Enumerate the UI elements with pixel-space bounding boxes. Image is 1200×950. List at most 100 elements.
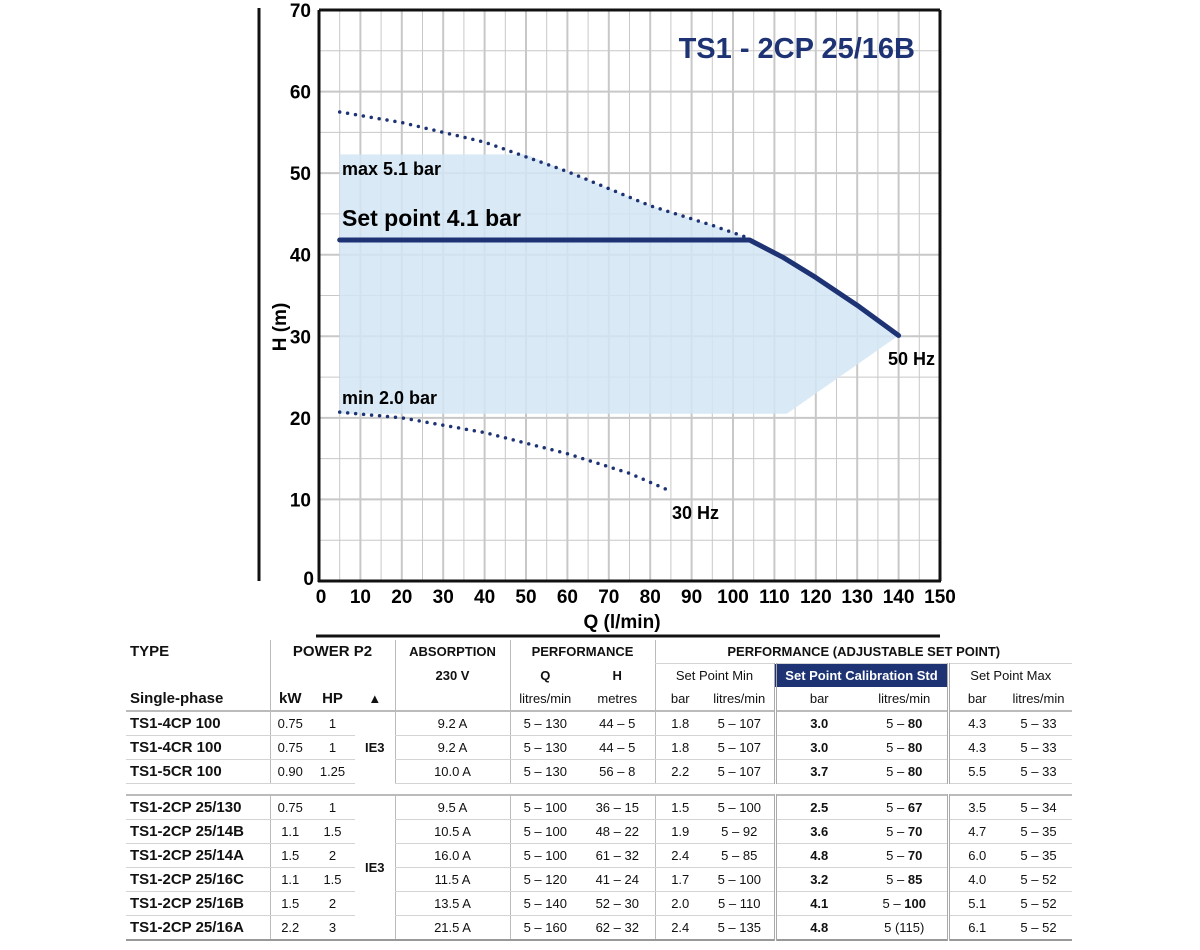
sp-max-bar: 5.5 [946, 759, 1005, 784]
head-range: 48 – 22 [580, 819, 655, 844]
series-set-point-4-1-bar [337, 237, 902, 338]
sp-max-bar: 4.3 [946, 735, 1005, 760]
absorption: 16.0 A [394, 843, 510, 868]
head-range: 41 – 24 [580, 867, 655, 892]
sp-max-bar: 6.0 [946, 843, 1005, 868]
sp-std-lpm: 5 – 70 [862, 843, 948, 868]
header-kw: kW [269, 687, 310, 712]
sp-std-lpm-max: 80 [907, 716, 923, 731]
header-min-lpm: litres/min [705, 687, 775, 712]
header-h: H [612, 667, 622, 683]
sp-max-lpm: 5 – 52 [1005, 915, 1072, 941]
sp-max-lpm: 5 – 33 [1005, 711, 1072, 736]
x-tick-label: 90 [681, 587, 702, 608]
power-kw: 0.75 [269, 735, 310, 760]
header-std-lpm: litres/min [862, 687, 948, 712]
x-tick-label: 130 [841, 587, 873, 608]
x-tick-label: 70 [598, 587, 619, 608]
absorption: 11.5 A [394, 867, 510, 892]
sp-std-bar: 3.0 [773, 735, 862, 760]
flow-range: 5 – 140 [509, 891, 580, 916]
flow-range: 5 – 130 [509, 711, 580, 736]
sp-max-bar: 5.1 [946, 891, 1005, 916]
x-axis-label: Q (l/min) [583, 612, 660, 633]
x-tick-label: 50 [515, 587, 536, 608]
sp-min-lpm: 5 – 110 [705, 891, 775, 916]
y-tick-label: 70 [290, 1, 311, 22]
flow-range: 5 – 120 [509, 867, 580, 892]
power-kw: 2.2 [269, 915, 310, 941]
sp-min-lpm: 5 – 135 [705, 915, 775, 941]
power-hp: 1 [310, 795, 355, 820]
y-tick-label: 50 [290, 164, 311, 185]
sp-max-lpm: 5 – 34 [1005, 795, 1072, 820]
chart-title: TS1 - 2CP 25/16B [679, 33, 915, 65]
sp-min-bar: 1.5 [654, 795, 705, 820]
header-std-bar: bar [773, 687, 862, 712]
curves [337, 110, 902, 494]
sp-max-lpm: 5 – 33 [1005, 735, 1072, 760]
x-tick-label: 120 [800, 587, 832, 608]
y-tick-label: 30 [290, 327, 311, 348]
sp-std-bar: 3.2 [773, 867, 862, 892]
power-hp: 1 [310, 735, 355, 760]
pump-curve-chart: 0 10 20 30 40 50 60 70 80 90 100 110 120 130 140 150 0 10… [257, 1, 956, 638]
sp-max-bar: 6.1 [946, 915, 1005, 941]
head-range: 62 – 32 [580, 915, 655, 941]
flow-range: 5 – 100 [509, 819, 580, 844]
header-adjustable: PERFORMANCE (ADJUSTABLE SET POINT) [654, 640, 1072, 664]
header-sp-min: Set Point Min [654, 663, 775, 687]
x-tick-label: 10 [350, 587, 371, 608]
header-q-unit: litres/min [509, 687, 580, 712]
power-kw: 1.1 [269, 867, 310, 892]
sp-min-lpm: 5 – 92 [705, 819, 775, 844]
x-tick-label: 150 [924, 587, 956, 608]
x-tick-label: 140 [883, 587, 915, 608]
header-min-bar: bar [654, 687, 705, 712]
header-sp-max: Set Point Max [946, 663, 1072, 687]
sp-std-lpm: 5 – 80 [862, 711, 948, 736]
absorption: 10.0 A [394, 759, 510, 784]
x-tick-label: 20 [391, 587, 412, 608]
blank [394, 687, 510, 712]
header-type: TYPE [130, 643, 170, 661]
sp-min-lpm: 5 – 100 [705, 795, 775, 820]
power-kw: 1.5 [269, 843, 310, 868]
absorption: 21.5 A [394, 915, 510, 941]
sp-std-lpm: 5 – 80 [862, 759, 948, 784]
header-single-phase: Single-phase [126, 687, 270, 712]
model-type: TS1-4CR 100 [126, 735, 270, 760]
power-hp: 2 [310, 891, 355, 916]
sp-max-lpm: 5 – 52 [1005, 867, 1072, 892]
header-voltage: 230 V [394, 663, 510, 687]
sp-min-lpm: 5 – 100 [705, 867, 775, 892]
x-tick-label: 100 [717, 587, 749, 608]
header-absorption: ABSORPTION [394, 640, 510, 664]
sp-min-bar: 1.9 [654, 819, 705, 844]
sp-std-lpm-max: 80 [907, 764, 923, 779]
sp-min-bar: 2.2 [654, 759, 705, 784]
model-type: TS1-4CP 100 [126, 711, 270, 736]
sp-std-lpm-max: 70 [907, 824, 923, 839]
power-kw: 0.75 [269, 711, 310, 736]
y-tick-label: 20 [290, 409, 311, 430]
sp-max-lpm: 5 – 35 [1005, 819, 1072, 844]
efficiency-class: IE3 [364, 740, 385, 756]
sp-max-bar: 3.5 [946, 795, 1005, 820]
group-separator [126, 783, 1072, 796]
header-hp: HP [310, 687, 355, 712]
sp-std-bar: 4.1 [773, 891, 862, 916]
blank [126, 664, 270, 688]
model-type: TS1-2CP 25/14A [126, 843, 270, 868]
x-tick-label: 80 [640, 587, 661, 608]
sp-std-bar: 4.8 [773, 915, 862, 941]
tick-labels: 0 10 20 30 40 50 60 70 80 90 100 110 120 130 140 150 0 10… [290, 1, 956, 608]
y-tick-label: 60 [290, 83, 311, 104]
blank [269, 663, 395, 687]
model-type: TS1-5CR 100 [126, 759, 270, 784]
